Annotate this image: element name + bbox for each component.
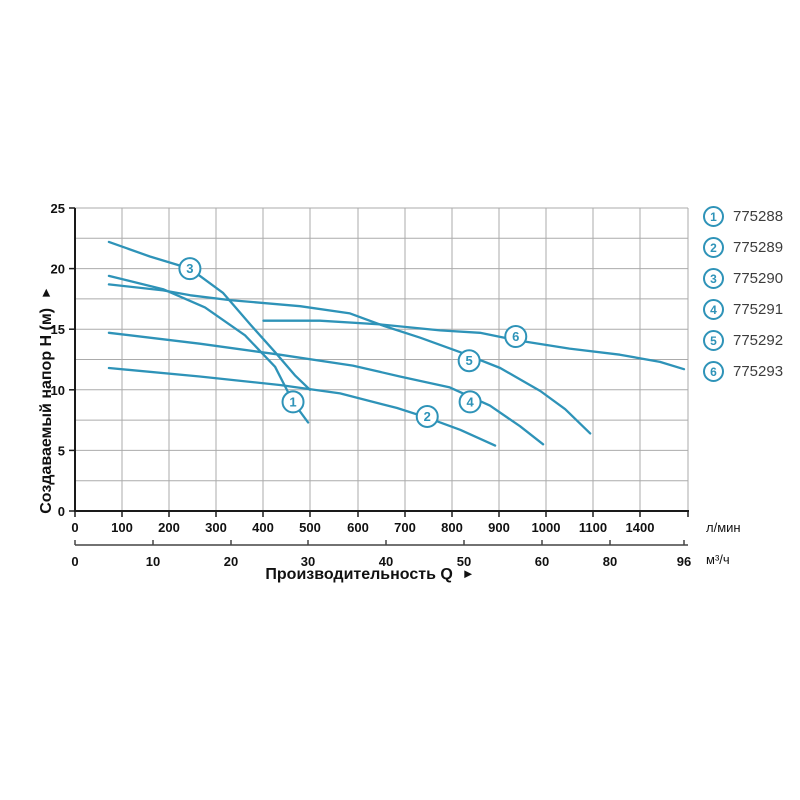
legend-number-circle-4: 4 — [703, 299, 724, 320]
x-tick-label: 400 — [252, 520, 274, 535]
x-tick-label: 800 — [441, 520, 463, 535]
secondary-tick-label: 20 — [224, 554, 238, 569]
legend-number-circle-1: 1 — [703, 206, 724, 227]
legend-code-label: 775291 — [733, 301, 784, 318]
curve-label-circle-6 — [504, 324, 528, 348]
curve-label-circle-3 — [178, 257, 202, 281]
curve-label-number-6: 6 — [512, 329, 519, 344]
legend-code-label: 775288 — [733, 208, 784, 225]
curve-775293 — [262, 319, 686, 371]
legend-code-label: 775292 — [733, 332, 784, 349]
x-tick-label: 0 — [71, 520, 78, 535]
secondary-tick-label: 96 — [677, 554, 691, 569]
y-tick-label: 10 — [51, 383, 65, 398]
secondary-tick-label: 30 — [301, 554, 315, 569]
legend: 1 775288 2 775289 3 775290 4 775291 5 775292 6 7752… — [703, 206, 783, 392]
legend-number-circle-6: 6 — [703, 361, 724, 382]
curve-label-circle-2 — [415, 404, 439, 428]
x-tick-label: 100 — [111, 520, 133, 535]
curve-label-circle-4 — [458, 390, 482, 414]
legend-item-775293: 6 775293 — [703, 361, 783, 382]
x-tick-label: 700 — [394, 520, 416, 535]
secondary-tick-label: 50 — [457, 554, 471, 569]
secondary-tick-label: 60 — [535, 554, 549, 569]
curve-label-number-2: 2 — [424, 409, 431, 424]
secondary-tick-label: 40 — [379, 554, 393, 569]
curve-775290 — [107, 240, 312, 391]
curve-label-circle-1 — [281, 390, 305, 414]
secondary-tick-label: 80 — [603, 554, 617, 569]
x-axis-title-text: Производительность Q — [265, 566, 453, 583]
legend-number-circle-3: 3 — [703, 268, 724, 289]
legend-number-circle-5: 5 — [703, 330, 724, 351]
y-tick-label: 25 — [51, 201, 65, 216]
legend-code-label: 775289 — [733, 239, 784, 256]
y-tick-label: 5 — [58, 443, 65, 458]
legend-item-775292: 5 775292 — [703, 330, 783, 351]
x-tick-label: 200 — [158, 520, 180, 535]
legend-code-label: 775290 — [733, 270, 784, 287]
x-tick-label: 1100 — [579, 520, 607, 535]
y-tick-label: 20 — [51, 262, 65, 277]
curve-label-number-5: 5 — [466, 353, 473, 368]
legend-item-775289: 2 775289 — [703, 237, 783, 258]
secondary-tick-label: 0 — [71, 554, 78, 569]
y-tick-label: 0 — [58, 504, 65, 519]
secondary-tick-label: 10 — [146, 554, 160, 569]
legend-item-775290: 3 775290 — [703, 268, 783, 289]
x-tick-label: 600 — [347, 520, 369, 535]
curve-775291 — [107, 331, 545, 446]
primary-axis-unit-label: л/мин — [706, 520, 741, 535]
x-tick-label: 500 — [299, 520, 321, 535]
curve-label-number-1: 1 — [289, 394, 296, 409]
x-tick-label: 1400 — [626, 520, 655, 535]
curve-label-number-4: 4 — [466, 394, 474, 409]
curve-775292 — [107, 283, 592, 435]
legend-number-circle-2: 2 — [703, 237, 724, 258]
legend-code-label: 775293 — [733, 363, 784, 380]
x-axis-title: Производительность Q ► — [170, 566, 570, 584]
legend-item-775288: 1 775288 — [703, 206, 783, 227]
x-tick-label: 1000 — [532, 520, 561, 535]
curve-775289 — [107, 366, 497, 447]
x-tick-label: 900 — [488, 520, 510, 535]
right-arrow-icon: ► — [461, 566, 475, 581]
x-tick-label: 300 — [205, 520, 227, 535]
secondary-axis-unit-label: м³/ч — [706, 552, 730, 567]
curve-label-number-3: 3 — [186, 261, 193, 276]
legend-item-775291: 4 775291 — [703, 299, 783, 320]
curve-label-circle-5 — [457, 349, 481, 373]
y-tick-label: 15 — [51, 322, 65, 337]
